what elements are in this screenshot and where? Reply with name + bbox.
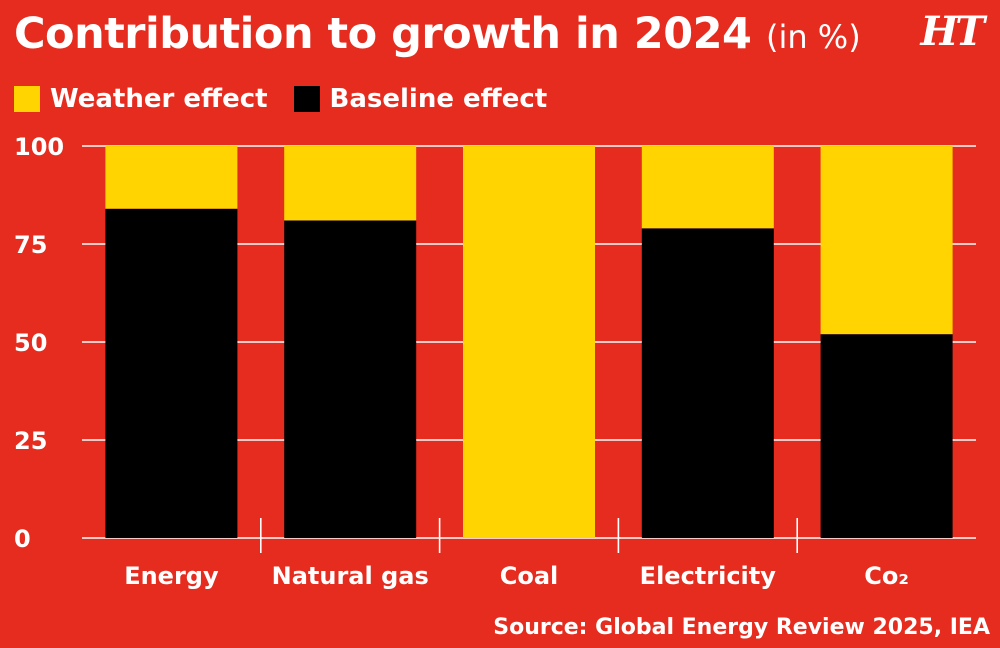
x-category-label: Natural gas (272, 562, 429, 590)
y-tick-label: 75 (14, 231, 47, 259)
x-category-label: Energy (124, 562, 219, 590)
bar-segment-weather-effect (105, 146, 238, 209)
y-tick-label: 0 (14, 525, 31, 553)
title-unit: (in %) (765, 18, 861, 56)
bar-segment-baseline-effect (820, 334, 953, 538)
bars-layer (105, 146, 953, 539)
bar-segment-baseline-effect (284, 220, 417, 539)
title-text: Contribution to growth in 2024 (14, 9, 752, 59)
y-tick-label: 25 (14, 427, 47, 455)
axis-layer (259, 518, 799, 553)
source-note: Source: Global Energy Review 2025, IEA (493, 615, 990, 640)
x-category-label: Co₂ (864, 562, 909, 590)
bar-segment-baseline-effect (105, 208, 238, 538)
legend-item-weather: Weather effect (14, 84, 268, 114)
y-tick-label: 100 (14, 133, 64, 161)
bar-segment-weather-effect (284, 146, 417, 221)
bar-segment-weather-effect (820, 146, 953, 335)
x-category-label: Electricity (640, 562, 777, 590)
legend: Weather effect Baseline effect (14, 84, 547, 114)
bar-segment-weather-effect (463, 146, 595, 538)
legend-item-baseline: Baseline effect (293, 84, 548, 114)
legend-swatch-weather (14, 86, 40, 112)
legend-swatch-baseline (293, 86, 320, 112)
legend-label-weather: Weather effect (50, 84, 268, 114)
ht-logo: HT (920, 8, 985, 55)
x-category-label: Coal (500, 562, 559, 590)
bar-segment-baseline-effect (641, 228, 774, 538)
chart-title: Contribution to growth in 2024 (in %) (14, 9, 861, 59)
labels-layer: 0 25 50 75 100 Energy Natural gas Coal Electrici… (14, 133, 909, 590)
y-tick-label: 50 (14, 329, 47, 357)
legend-label-baseline: Baseline effect (329, 84, 548, 114)
bar-segment-weather-effect (641, 146, 774, 229)
